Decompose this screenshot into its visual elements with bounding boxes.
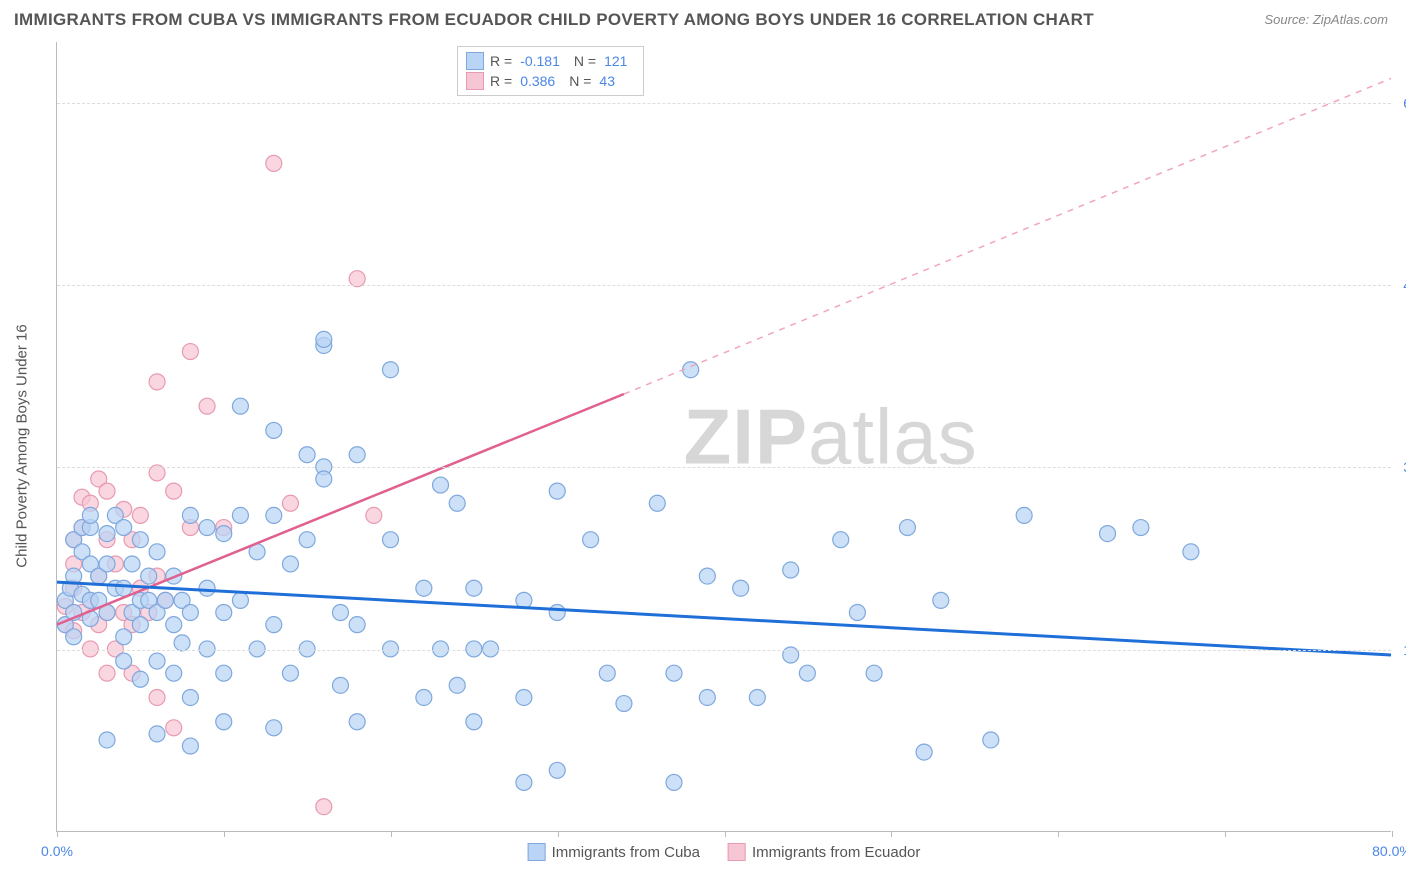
y-tick-label: 30.0% bbox=[1395, 459, 1406, 475]
y-tick-label: 15.0% bbox=[1395, 642, 1406, 658]
plot-svg bbox=[57, 42, 1391, 831]
legend-row-cuba: R =-0.181 N =121 bbox=[466, 51, 635, 71]
legend-swatch-cuba-icon bbox=[528, 843, 546, 861]
bottom-legend: Immigrants from Cuba Immigrants from Ecu… bbox=[528, 843, 921, 861]
bottom-legend-ecuador: Immigrants from Ecuador bbox=[728, 843, 920, 861]
chart-container: IMMIGRANTS FROM CUBA VS IMMIGRANTS FROM … bbox=[0, 0, 1406, 892]
bottom-legend-cuba: Immigrants from Cuba bbox=[528, 843, 700, 861]
legend-swatch-ecuador bbox=[466, 72, 484, 90]
bottom-legend-ecuador-label: Immigrants from Ecuador bbox=[752, 844, 920, 861]
y-tick-label: 45.0% bbox=[1395, 277, 1406, 293]
x-tick-label: 80.0% bbox=[1372, 843, 1406, 859]
legend-swatch-ecuador-icon bbox=[728, 843, 746, 861]
plot-area: ZIPatlas R =-0.181 N =121 R =0.386 N =43 bbox=[56, 42, 1391, 832]
chart-title: IMMIGRANTS FROM CUBA VS IMMIGRANTS FROM … bbox=[14, 10, 1094, 30]
legend-row-ecuador: R =0.386 N =43 bbox=[466, 71, 635, 91]
bottom-legend-cuba-label: Immigrants from Cuba bbox=[552, 844, 700, 861]
legend-swatch-cuba bbox=[466, 52, 484, 70]
correlation-legend: R =-0.181 N =121 R =0.386 N =43 bbox=[457, 46, 644, 96]
x-tick-label: 0.0% bbox=[41, 843, 73, 859]
y-axis-label: Child Poverty Among Boys Under 16 bbox=[14, 324, 31, 567]
source-label: Source: ZipAtlas.com bbox=[1264, 12, 1388, 27]
y-tick-label: 60.0% bbox=[1395, 95, 1406, 111]
